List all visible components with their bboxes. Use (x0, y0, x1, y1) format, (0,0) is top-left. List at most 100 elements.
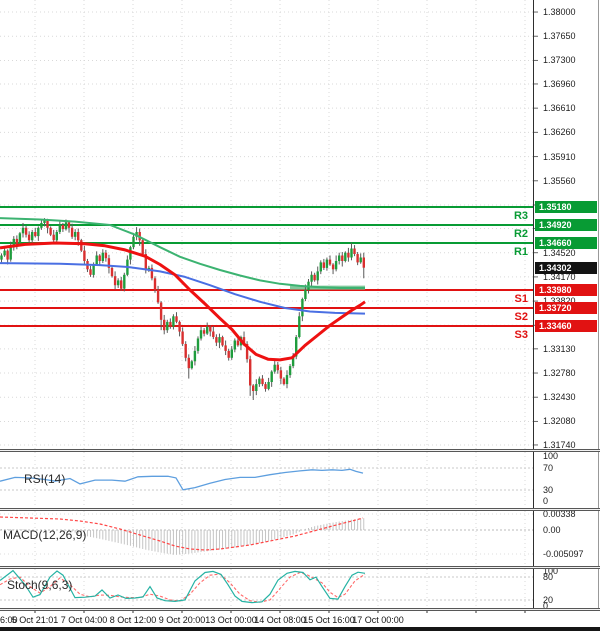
candle (313, 274, 316, 281)
candle (291, 356, 295, 367)
indicator-axis-label: 0 (543, 601, 549, 611)
candle (199, 330, 203, 339)
candle (144, 254, 147, 270)
candle (24, 227, 28, 235)
candle (123, 274, 126, 289)
indicator-axis-label: 100 (543, 451, 559, 461)
level-label-r2: R2 (513, 228, 528, 241)
candle (196, 338, 200, 351)
price-level-badge-s3: 1.33460 (535, 320, 597, 332)
panel-separator[interactable] (0, 566, 600, 569)
candle (101, 252, 104, 261)
candle (224, 345, 227, 351)
candle (150, 267, 154, 279)
indicator-axis-label: 100 (543, 566, 559, 576)
candle (267, 382, 270, 389)
candle (178, 321, 181, 332)
candle (181, 331, 184, 344)
candle (98, 255, 101, 261)
candle (218, 337, 221, 343)
candle (215, 337, 218, 343)
main-price-panel[interactable] (0, 0, 533, 449)
panel-separator[interactable] (0, 608, 600, 611)
price-level-badge-s2: 1.33720 (535, 302, 597, 315)
time-axis[interactable] (0, 612, 600, 626)
candle (242, 337, 246, 344)
candle (147, 267, 151, 270)
indicator-axis-label: 0.00 (543, 525, 561, 535)
candle (193, 350, 197, 362)
candle (163, 319, 166, 331)
candle (58, 225, 61, 232)
candle (331, 264, 335, 270)
candle (341, 255, 344, 261)
candle (282, 378, 286, 385)
price-tick-label: 1.32080 (543, 416, 576, 427)
candle (15, 238, 19, 244)
panel-separator[interactable] (0, 508, 600, 511)
candle (132, 236, 135, 248)
candle (328, 259, 332, 265)
price-axis[interactable] (534, 0, 600, 611)
time-label: 8 Oct 12:00 (109, 615, 157, 625)
candle (18, 233, 22, 244)
candle (310, 274, 313, 282)
candle (252, 385, 255, 391)
candle (175, 316, 178, 322)
candle (295, 337, 298, 357)
candle (107, 258, 111, 268)
candle (298, 316, 301, 337)
price-tick-label: 1.37650 (543, 31, 576, 42)
candle (55, 232, 58, 241)
candle (52, 234, 55, 241)
candle (279, 370, 283, 379)
price-level-badge-r2: 1.34920 (535, 219, 597, 232)
candle (159, 302, 163, 320)
stoch-indicator-label: Stoch(9,6,3) (7, 578, 73, 592)
candle (227, 350, 230, 358)
candle (12, 238, 15, 248)
candle (261, 378, 264, 385)
stoch-panel[interactable] (0, 569, 533, 608)
price-tick-label: 1.37300 (543, 55, 576, 66)
candle (353, 248, 356, 254)
panel-separator[interactable] (0, 449, 600, 452)
candle (190, 361, 193, 369)
candle (206, 326, 209, 334)
candle (285, 375, 289, 385)
stoch-d-line (0, 571, 366, 603)
candle (74, 232, 77, 237)
price-level-badge-r1: 1.34660 (535, 237, 597, 249)
price-tick-label: 1.36960 (543, 78, 576, 89)
indicator-axis-label: 70 (543, 463, 554, 473)
candle (273, 364, 276, 372)
candle (301, 299, 304, 317)
rsi-panel[interactable] (0, 452, 533, 508)
macd-panel[interactable] (0, 511, 533, 566)
candle (344, 252, 347, 261)
candle (83, 250, 86, 261)
time-label: 13 Oct 00:00 (205, 615, 257, 625)
candle (264, 384, 267, 389)
candle (322, 262, 325, 268)
price-tick-label: 1.32780 (543, 368, 576, 379)
candle (104, 252, 108, 259)
price-tick-label: 1.34170 (543, 271, 576, 282)
price-tick-label: 1.36610 (543, 103, 576, 114)
candle (304, 290, 307, 299)
candle (61, 225, 65, 230)
candle (249, 359, 252, 386)
rsi-line (0, 468, 364, 491)
current-price-badge: 1.34302 (535, 261, 597, 274)
candle (362, 257, 365, 268)
candle (245, 344, 249, 360)
level-label-s3: S3 (514, 329, 528, 341)
level-label-s2: S2 (514, 311, 528, 324)
candle (21, 227, 25, 234)
ma-fast-line (0, 241, 366, 362)
macd-indicator-label: MACD(12,26,9) (3, 528, 87, 542)
price-level-badge-r3: 1.35180 (535, 201, 597, 214)
price-tick-label: 1.34520 (543, 247, 576, 258)
price-tick-label: 1.32430 (543, 392, 576, 403)
